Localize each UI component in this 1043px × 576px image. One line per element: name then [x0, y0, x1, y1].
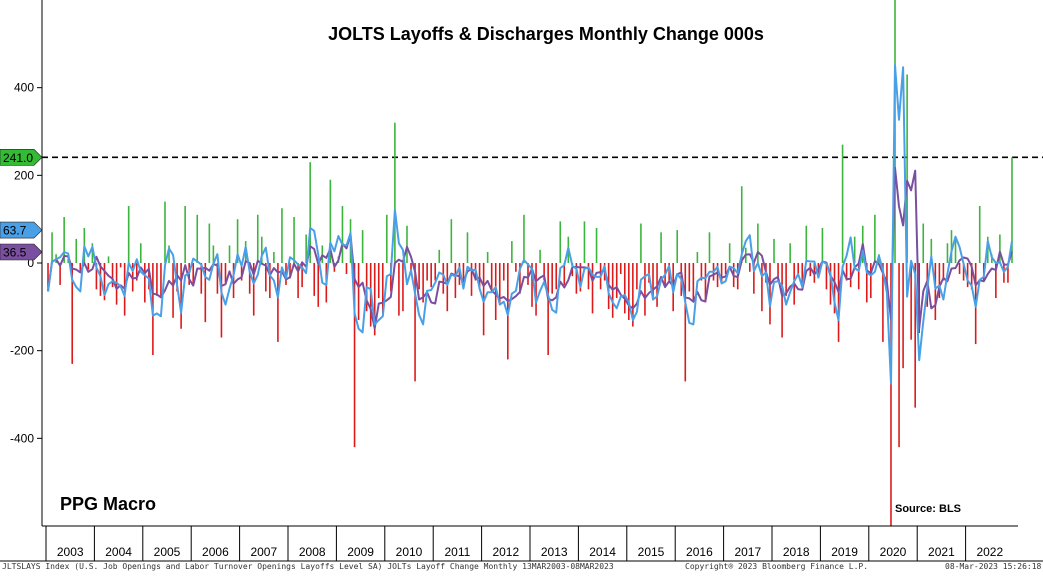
y-tick-label: 400 — [14, 81, 34, 95]
x-tick-label: 2017 — [734, 545, 761, 559]
x-tick-label: 2005 — [154, 545, 181, 559]
reference-value-tag-label: 241.0 — [3, 151, 33, 165]
reference-value-tag — [0, 149, 43, 166]
x-tick-label: 2016 — [686, 545, 713, 559]
x-tick-label: 2009 — [347, 545, 374, 559]
watermark-label: PPG Macro — [60, 494, 156, 514]
x-tick-label: 2014 — [589, 545, 616, 559]
chart: -400 -200 0 200 400 2003 2004 2005 2006 2007 2008… — [0, 0, 1043, 562]
x-tick-label: 2007 — [250, 545, 277, 559]
chart-title: JOLTS Layoffs & Discharges Monthly Chang… — [328, 24, 764, 44]
x-tick-label: 2004 — [105, 545, 132, 559]
x-tick-label: 2013 — [541, 545, 568, 559]
x-tick-label: 2018 — [783, 545, 810, 559]
footer-timestamp: 08-Mar-2023 15:26:18 — [945, 562, 1042, 571]
series-line-3m-average — [47, 64, 1013, 385]
x-tick-label: 2021 — [928, 545, 955, 559]
x-tick-label: 2019 — [831, 545, 858, 559]
y-tick-label: 0 — [27, 256, 34, 270]
footer-index-description: JLTSLAYS Index (U.S. Job Openings and La… — [2, 562, 614, 571]
x-tick-label: 2006 — [202, 545, 229, 559]
last-value-tag-6m — [0, 243, 43, 261]
x-tick-label: 2012 — [492, 545, 519, 559]
x-tick-label: 2010 — [396, 545, 423, 559]
series-line-6m-average — [47, 166, 1013, 330]
source-label: Source: BLS — [895, 503, 961, 515]
last-value-tag-3m-label: 63.7 — [3, 224, 27, 238]
y-tick-label: -200 — [10, 344, 34, 358]
x-tick-label: 2008 — [299, 545, 326, 559]
y-tick-label: 200 — [14, 168, 34, 182]
last-value-tag-6m-label: 36.5 — [3, 246, 27, 260]
x-tick-label: 2022 — [976, 545, 1003, 559]
last-value-tag-3m — [0, 221, 43, 239]
y-tick-label: -400 — [10, 431, 34, 445]
x-tick-label: 2011 — [444, 545, 470, 559]
x-tick-label: 2015 — [638, 545, 665, 559]
x-tick-label: 2020 — [880, 545, 907, 559]
footer-copyright: Copyright® 2023 Bloomberg Finance L.P. — [685, 562, 869, 571]
x-tick-label: 2003 — [57, 545, 84, 559]
